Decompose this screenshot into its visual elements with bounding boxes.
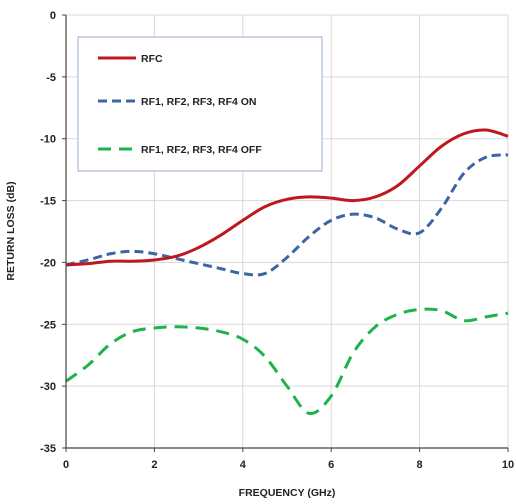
y-tick-label: -15 — [40, 196, 56, 208]
legend-label: RF1, RF2, RF3, RF4 OFF — [141, 144, 262, 156]
x-tick-label: 4 — [240, 459, 247, 471]
tick-labels: 0 -5 -10 -15 -20 -25 -30 -35 0 2 4 6 8 10 — [40, 10, 514, 471]
legend-item-rf-off: RF1, RF2, RF3, RF4 OFF — [98, 144, 262, 156]
y-axis-title: RETURN LOSS (dB) — [5, 181, 17, 280]
legend-label: RFC — [141, 53, 163, 65]
x-axis-title: FREQUENCY (GHz) — [239, 487, 336, 499]
series-layer — [65, 128, 509, 416]
y-tick-label: -25 — [40, 319, 56, 331]
axes — [62, 14, 509, 452]
x-tick-label: 10 — [502, 459, 514, 471]
x-tick-label: 6 — [328, 459, 334, 471]
y-tick-label: -35 — [40, 443, 56, 455]
legend-item-rfc: RFC — [98, 53, 163, 65]
legend: RFC RF1, RF2, RF3, RF4 ON RF1, RF2, RF3, R… — [77, 36, 323, 172]
y-tick-label: -20 — [40, 257, 56, 269]
x-tick-label: 8 — [417, 459, 423, 471]
legend-item-rf-on: RF1, RF2, RF3, RF4 ON — [98, 96, 257, 108]
y-tick-label: -10 — [40, 134, 56, 146]
y-tick-label: -5 — [46, 72, 56, 84]
series-rf-on-line — [65, 153, 509, 277]
legend-label: RF1, RF2, RF3, RF4 ON — [141, 96, 257, 108]
series-rfc-line — [65, 128, 509, 267]
y-tick-label: 0 — [50, 10, 56, 22]
x-tick-label: 0 — [63, 459, 69, 471]
series-rf-off-line — [65, 307, 509, 416]
x-tick-label: 2 — [151, 459, 157, 471]
y-tick-label: -30 — [40, 381, 56, 393]
